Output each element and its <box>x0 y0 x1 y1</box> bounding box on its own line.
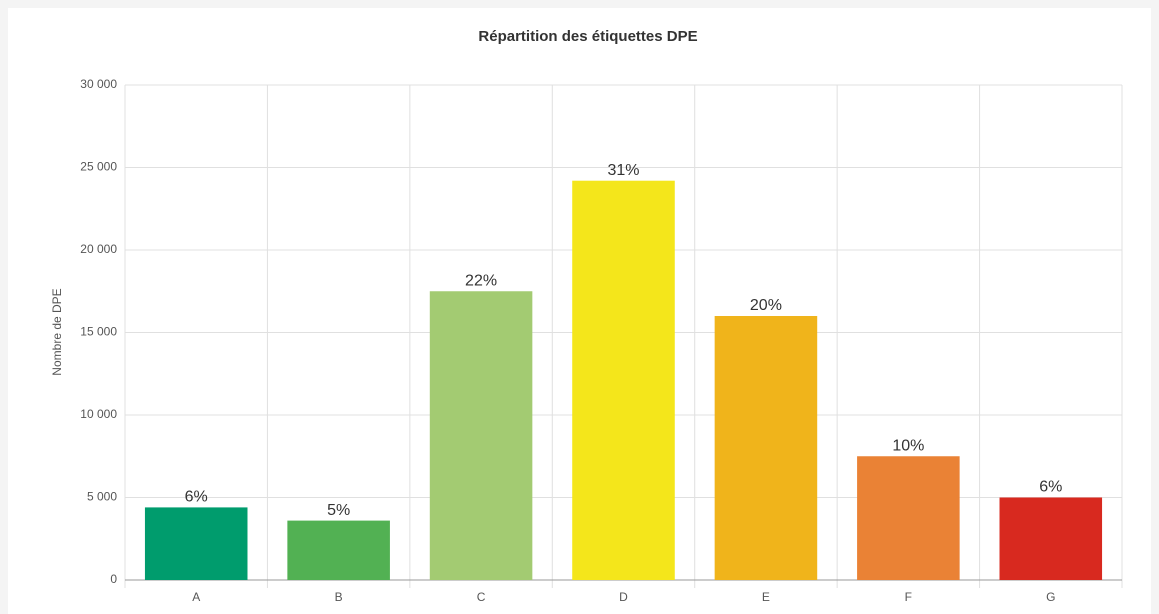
bar <box>999 497 1103 580</box>
chart-title: Répartition des étiquettes DPE <box>478 28 697 45</box>
y-axis-label: Nombre de DPE <box>50 288 64 375</box>
bar-label: 5% <box>327 502 350 519</box>
bar <box>144 507 248 580</box>
bar <box>287 520 390 580</box>
y-tick-label: 20 000 <box>80 242 117 256</box>
bar-label: 20% <box>750 297 782 314</box>
x-tick-label: D <box>619 590 628 604</box>
bar <box>572 180 675 580</box>
y-tick-label: 30 000 <box>80 77 117 91</box>
bar-label: 31% <box>607 162 639 179</box>
x-tick-label: E <box>762 590 770 604</box>
bar <box>714 316 818 580</box>
x-tick-label: B <box>335 590 343 604</box>
bar-label: 10% <box>892 437 924 454</box>
x-tick-label: A <box>192 590 200 604</box>
x-tick-label: F <box>905 590 912 604</box>
x-tick-label: C <box>477 590 486 604</box>
bar <box>429 291 533 580</box>
y-tick-label: 10 000 <box>80 407 117 421</box>
y-tick-label: 5 000 <box>87 490 117 504</box>
x-tick-label: G <box>1046 590 1055 604</box>
bar-label: 6% <box>1039 479 1062 496</box>
y-tick-label: 0 <box>110 572 117 586</box>
bar-label: 22% <box>465 272 497 289</box>
bar <box>857 456 960 580</box>
y-tick-label: 25 000 <box>80 160 117 174</box>
y-tick-label: 15 000 <box>80 325 117 339</box>
bar-label: 6% <box>185 489 208 506</box>
